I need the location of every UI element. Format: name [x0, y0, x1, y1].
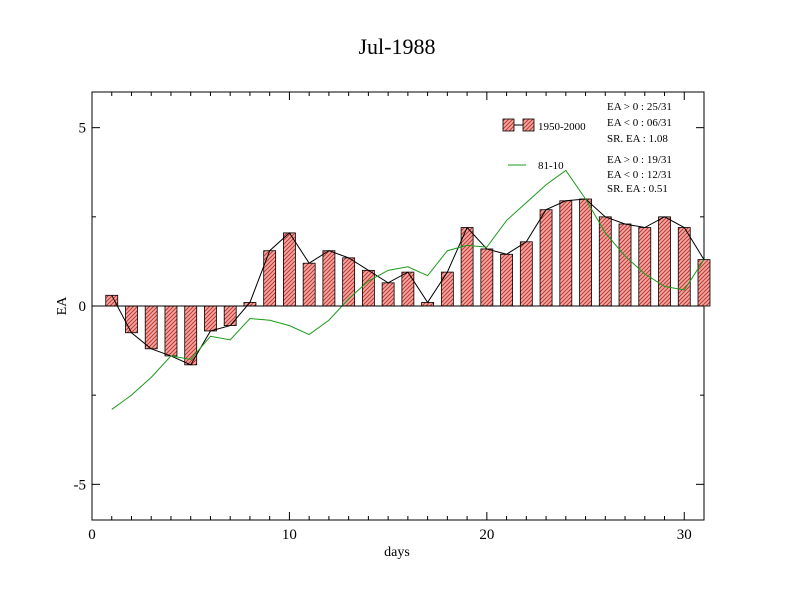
series-line-81-10: [111, 169, 705, 410]
bar-day-14: [361, 269, 375, 307]
x-tick-label: 10: [282, 527, 297, 543]
bar-day-26: [598, 216, 612, 307]
bar-day-20: [480, 248, 494, 307]
bar-series-group: [105, 198, 711, 366]
axes-group: 0 10 20 30 -5 0 5: [74, 92, 705, 543]
bar-day-30: [677, 227, 691, 307]
bar-day-12: [322, 250, 336, 307]
bar-day-27: [618, 223, 632, 307]
bar-day-4: [164, 305, 178, 357]
legend-swatch-bars: [502, 118, 515, 132]
x-axis-label: days: [384, 545, 410, 560]
bar-day-16: [401, 271, 415, 307]
stats-line-sr: SR. EA : 0.51: [607, 183, 668, 195]
bar-day-3: [144, 305, 158, 350]
bar-day-11: [302, 262, 316, 307]
bar-day-28: [638, 227, 652, 307]
y-tick-label: -5: [74, 477, 87, 493]
y-axis-label: EA: [55, 296, 70, 316]
chart-title: Jul-1988: [359, 34, 436, 59]
bar-day-6: [204, 305, 217, 332]
series-line-1950-2000: [111, 198, 705, 366]
bar-day-1: [105, 294, 119, 307]
bar-day-21: [500, 253, 513, 307]
stats-bars-sr: SR. EA : 1.08: [607, 133, 668, 145]
x-tick-label: 30: [677, 527, 692, 543]
legend-swatch-bars-2: [522, 118, 535, 132]
bar-day-22: [519, 241, 533, 307]
bar-day-15: [381, 282, 395, 307]
legend-label-bars: 1950-2000: [538, 121, 586, 133]
bar-day-23: [539, 209, 553, 307]
bar-day-25: [579, 198, 592, 307]
bar-day-18: [440, 271, 454, 307]
bar-day-7: [223, 305, 237, 327]
bar-day-9: [263, 250, 277, 307]
legend-label-line: 81-10: [538, 160, 564, 172]
y-tick-label: 5: [79, 121, 87, 137]
line-series-group: [111, 169, 705, 410]
bar-day-24: [559, 200, 573, 307]
bar-day-5: [184, 305, 198, 366]
x-tick-label: 0: [88, 527, 96, 543]
legend: 1950-2000 81-10 EA > 0 : 25/31 EA < 0 : …: [502, 101, 672, 195]
stats-line-negative: EA < 0 : 12/31: [607, 169, 672, 181]
bar-day-10: [283, 232, 296, 307]
stats-bars-negative: EA < 0 : 06/31: [607, 117, 672, 129]
bar-day-19: [460, 227, 474, 307]
bar-day-2: [125, 305, 138, 334]
y-tick-label: 0: [79, 299, 87, 315]
stats-bars-positive: EA > 0 : 25/31: [607, 101, 672, 113]
bar-day-29: [658, 216, 671, 307]
x-tick-label: 20: [479, 527, 494, 543]
stats-line-positive: EA > 0 : 19/31: [607, 154, 672, 166]
